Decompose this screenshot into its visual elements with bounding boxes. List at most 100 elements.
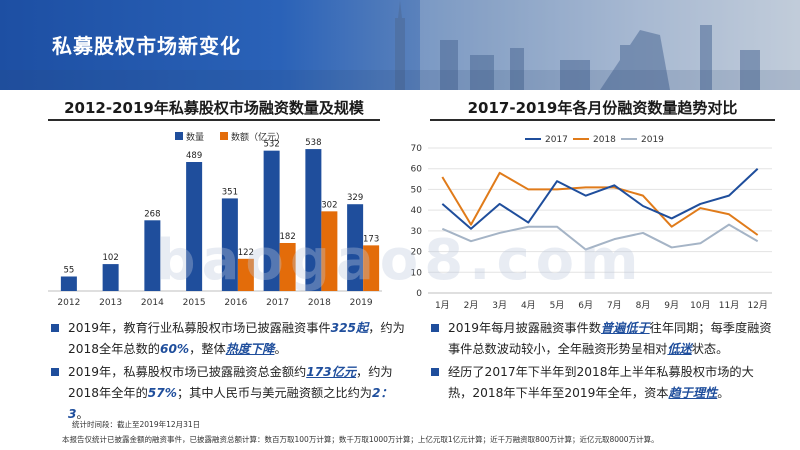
data-label-count: 329	[347, 193, 363, 203]
bar-count	[144, 220, 161, 291]
x-tick-label: 1月	[435, 300, 450, 311]
data-label-count: 55	[63, 265, 74, 275]
x-tick-label: 12月	[747, 300, 767, 311]
page-title: 私募股权市场新变化	[52, 34, 241, 58]
bar-chart: 数量 数额（亿元） 55 2012 102 2013 268 2014 489 2015 351 12…	[48, 131, 382, 308]
x-tick-label: 2013	[99, 298, 122, 308]
left-section-title: 2012-2019年私募股权市场融资数量及规模	[48, 97, 380, 121]
legend-label: 2019	[641, 135, 664, 145]
bullet-text: 。	[717, 386, 730, 400]
x-tick-label: 3月	[492, 300, 507, 311]
y-tick-label: 10	[411, 268, 423, 278]
bar-amount	[237, 258, 254, 291]
legend-label: 2018	[593, 135, 616, 145]
data-label-count: 351	[222, 187, 238, 197]
line-chart: 2017 2018 2019 0 10 20 30 40 50 60 70 1月 2月 3月 4月 5月 6月 7…	[411, 135, 772, 311]
bullet-text: 。	[274, 342, 287, 356]
bar-count	[60, 276, 77, 291]
square-bullet-icon	[431, 368, 439, 376]
bar-count	[263, 150, 280, 291]
x-tick-label: 8月	[636, 300, 651, 311]
series-line-2017	[441, 167, 759, 230]
highlight-text: 60%	[159, 342, 190, 356]
bullet-text: ，约为2018年全年的	[68, 365, 393, 400]
data-label-count: 538	[305, 138, 321, 148]
bar-amount	[279, 242, 296, 291]
bar-count	[102, 264, 119, 291]
data-label-amount: 302	[321, 200, 337, 210]
x-tick-label: 4月	[521, 300, 536, 311]
x-tick-label: 2016	[224, 298, 247, 308]
bar-count	[305, 149, 322, 291]
data-label-amount: 173	[363, 234, 379, 244]
bullet-text: 2019年，教育行业私募股权市场已披露融资事件	[68, 321, 331, 335]
bar-chart-legend: 数量 数额（亿元）	[175, 131, 285, 143]
x-tick-label: 2018	[308, 298, 331, 308]
data-label-count: 268	[144, 209, 160, 219]
header-banner: 私募股权市场新变化	[0, 0, 800, 90]
x-tick-label: 6月	[578, 300, 593, 311]
x-tick-label: 2012	[57, 298, 80, 308]
footnote-calculation-note: 本报告仅统计已披露金额的融资事件，已披露融资总额计算：数百万取100万计算；数千…	[62, 435, 659, 444]
bullet-text: 。	[76, 407, 89, 421]
data-label-count: 489	[186, 151, 202, 161]
legend-swatch	[175, 132, 183, 140]
legend-label: 数额（亿元）	[231, 131, 285, 143]
highlight-text: 325起	[330, 321, 369, 335]
left-bullet-2: 2019年，私募股权市场已披露融资总金额约173亿元，约为2018年全年的57%…	[48, 362, 408, 425]
highlight-text: 普遍低于	[600, 321, 650, 335]
bullet-text: ，约为2018全年总数的	[68, 321, 405, 356]
x-tick-label: 7月	[607, 300, 622, 311]
x-tick-label: 2017	[266, 298, 289, 308]
city-skyline-image	[0, 0, 800, 90]
x-tick-label: 2019	[350, 298, 373, 308]
y-tick-label: 20	[411, 248, 423, 258]
right-bullet-list: 2019年每月披露融资事件数普遍低于往年同期；每季度融资事件总数波动较小，全年融…	[428, 318, 778, 406]
bullet-text: 2019年，私募股权市场已披露融资总金额约	[68, 365, 307, 379]
legend-swatch	[220, 132, 228, 140]
y-tick-label: 60	[411, 165, 423, 175]
bullet-text: 经历了2017年下半年到2018年上半年私募股权市场的大热，2018年下半年至2…	[448, 365, 754, 400]
bullet-text: 状态。	[691, 342, 729, 356]
y-tick-label: 30	[411, 227, 423, 237]
square-bullet-icon	[51, 368, 59, 376]
x-tick-label: 2014	[141, 298, 164, 308]
data-label-amount: 182	[280, 232, 296, 242]
bullet-text: 2019年每月披露融资事件数	[448, 321, 601, 335]
highlight-text: 57%	[147, 386, 177, 400]
left-bullet-list: 2019年，教育行业私募股权市场已披露融资事件325起，约为2018全年总数的6…	[48, 318, 408, 427]
bullet-text: ；其中人民币与美元融资额之比约为	[176, 386, 372, 400]
highlight-text: 低迷	[667, 342, 692, 356]
left-bullet-1: 2019年，教育行业私募股权市场已披露融资事件325起，约为2018全年总数的6…	[48, 318, 408, 360]
highlight-text: 趋于理性	[668, 386, 718, 400]
bullet-text: ，整体	[189, 342, 226, 356]
legend-label: 2017	[545, 135, 568, 145]
right-section-title: 2017-2019年各月份融资数量趋势对比	[430, 97, 775, 121]
right-bullet-1: 2019年每月披露融资事件数普遍低于往年同期；每季度融资事件总数波动较小，全年融…	[428, 318, 778, 360]
series-line-2018	[441, 171, 759, 236]
x-tick-label: 9月	[664, 300, 679, 311]
y-tick-label: 0	[416, 289, 422, 299]
square-bullet-icon	[51, 324, 59, 332]
right-bullet-2: 经历了2017年下半年到2018年上半年私募股权市场的大热，2018年下半年至2…	[428, 362, 778, 404]
data-label-count: 532	[264, 140, 280, 150]
bullet-text: 往年同期；每季度融资事件总数波动较小，全年融资形势呈相对	[448, 321, 772, 356]
y-tick-label: 40	[411, 206, 423, 216]
line-chart-legend: 2017 2018 2019	[525, 135, 664, 145]
highlight-text: 2：3	[68, 386, 393, 421]
bar-amount	[321, 211, 338, 291]
x-tick-label: 2月	[464, 300, 479, 311]
bar-count	[347, 204, 364, 291]
square-bullet-icon	[431, 324, 439, 332]
highlight-text: 热度下降	[225, 342, 275, 356]
bar-count	[221, 198, 238, 291]
bar-amount	[363, 245, 380, 291]
y-tick-label: 50	[411, 185, 423, 195]
data-label-count: 102	[103, 253, 119, 263]
series-line-2019	[441, 223, 759, 251]
data-label-amount: 122	[238, 248, 254, 258]
footnote-stat-time: 统计时间段：截止至2019年12月31日	[72, 420, 201, 429]
bar-count	[186, 162, 203, 291]
legend-label: 数量	[186, 131, 204, 143]
x-tick-label: 2015	[183, 298, 206, 308]
